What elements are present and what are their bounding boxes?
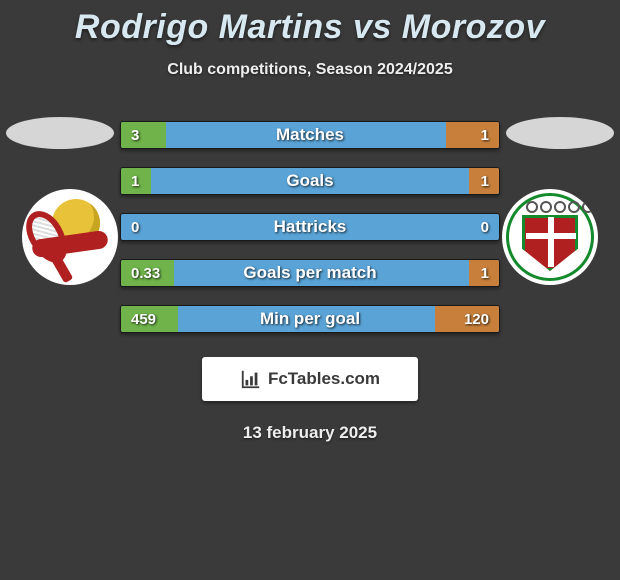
club-badge-right (502, 189, 598, 285)
comparison-subtitle: Club competitions, Season 2024/2025 (0, 61, 620, 79)
stat-bar: 31Matches (120, 121, 500, 149)
stat-label: Min per goal (121, 306, 499, 332)
club-badge-left (22, 189, 118, 285)
branding-text: FcTables.com (268, 369, 380, 389)
comparison-date: 13 february 2025 (0, 423, 620, 443)
stat-label: Hattricks (121, 214, 499, 240)
stat-bar: 0.331Goals per match (120, 259, 500, 287)
player-shadow-left (6, 117, 114, 149)
stat-bar: 459120Min per goal (120, 305, 500, 333)
stat-label: Goals (121, 168, 499, 194)
stat-bars: 31Matches 11Goals 00Hattricks 0.331Goals pe… (120, 121, 500, 333)
stat-bar: 11Goals (120, 167, 500, 195)
chart-icon (240, 368, 262, 390)
stat-label: Goals per match (121, 260, 499, 286)
player-shadow-right (506, 117, 614, 149)
stat-bar: 00Hattricks (120, 213, 500, 241)
comparison-title: Rodrigo Martins vs Morozov (0, 0, 620, 47)
comparison-body: 31Matches 11Goals 00Hattricks 0.331Goals pe… (0, 121, 620, 333)
branding-badge: FcTables.com (202, 357, 418, 401)
stat-label: Matches (121, 122, 499, 148)
